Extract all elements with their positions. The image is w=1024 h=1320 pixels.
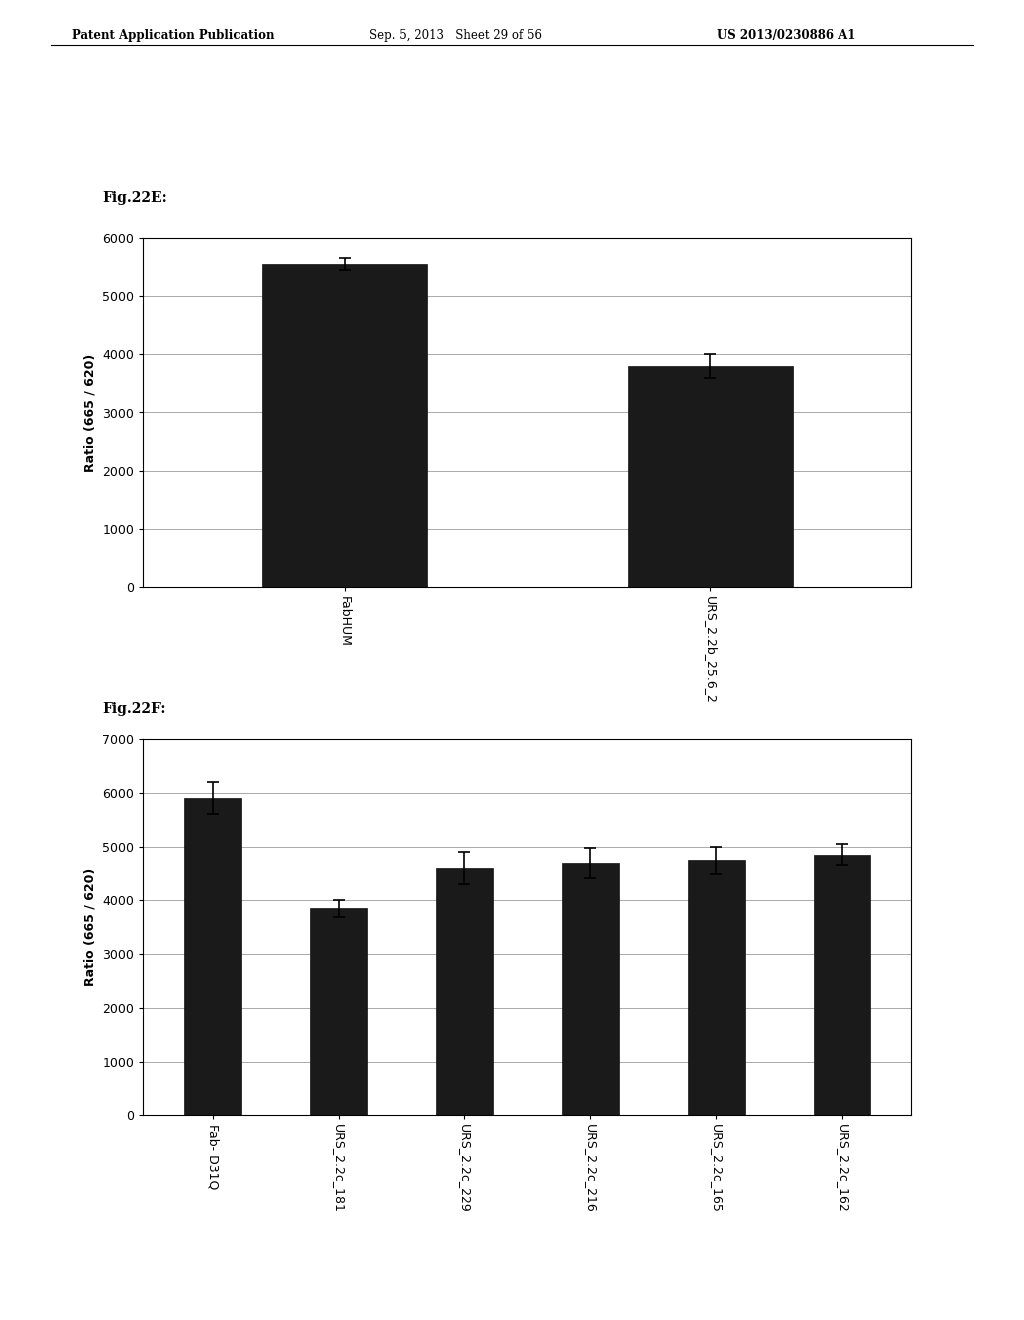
Bar <box>436 869 493 1115</box>
Bar <box>262 264 427 587</box>
Bar <box>814 855 870 1115</box>
Bar <box>562 863 618 1115</box>
Text: Fig.22E:: Fig.22E: <box>102 191 167 206</box>
Text: US 2013/0230886 A1: US 2013/0230886 A1 <box>717 29 855 42</box>
Text: Patent Application Publication: Patent Application Publication <box>72 29 274 42</box>
Bar <box>628 366 793 587</box>
Bar <box>310 908 367 1115</box>
Y-axis label: Ratio (665 / 620): Ratio (665 / 620) <box>84 869 97 986</box>
Text: Fig.22F:: Fig.22F: <box>102 702 166 717</box>
Bar <box>184 799 241 1115</box>
Y-axis label: Ratio (665 / 620): Ratio (665 / 620) <box>84 354 97 471</box>
Bar <box>688 861 744 1115</box>
Text: Sep. 5, 2013   Sheet 29 of 56: Sep. 5, 2013 Sheet 29 of 56 <box>369 29 542 42</box>
